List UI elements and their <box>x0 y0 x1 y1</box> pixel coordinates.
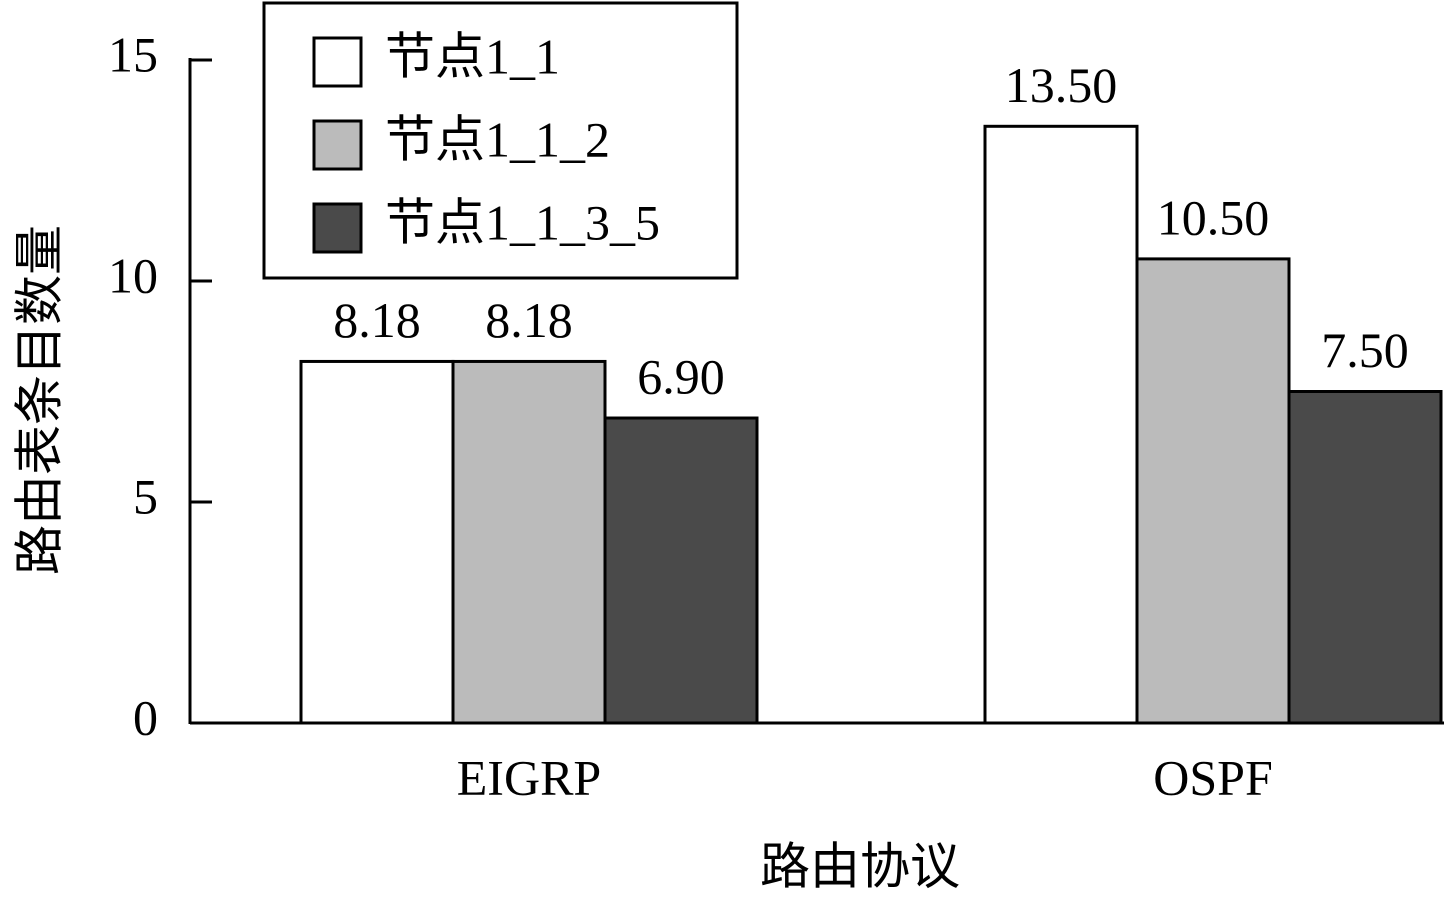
y-tick-label: 0 <box>133 689 158 745</box>
y-tick-label: 15 <box>108 26 158 82</box>
bar <box>1287 390 1443 725</box>
x-tick-label: OSPF <box>1153 749 1273 805</box>
y-tick-label: 10 <box>108 247 158 303</box>
bar <box>299 359 455 725</box>
bar <box>451 359 607 725</box>
value-label: 6.90 <box>637 348 725 404</box>
value-label: 8.18 <box>333 292 421 348</box>
bar <box>983 124 1139 725</box>
legend-label: 节点1_1_2 <box>385 111 610 167</box>
y-tick-label: 5 <box>133 468 158 524</box>
x-axis-title: 路由协议 <box>760 838 960 894</box>
legend-swatch <box>312 119 363 171</box>
legend-swatch <box>312 36 363 88</box>
y-axis-title: 路由表条目数量 <box>11 225 67 575</box>
legend-swatch <box>312 202 363 254</box>
bar <box>603 416 759 725</box>
legend-label: 节点1_1_3_5 <box>385 194 660 250</box>
value-label: 7.50 <box>1321 322 1409 378</box>
value-label: 13.50 <box>1005 57 1118 113</box>
legend-label: 节点1_1 <box>385 28 560 84</box>
x-tick-label: EIGRP <box>457 749 601 805</box>
bar <box>1135 257 1291 725</box>
value-label: 8.18 <box>485 292 573 348</box>
value-label: 10.50 <box>1157 189 1270 245</box>
